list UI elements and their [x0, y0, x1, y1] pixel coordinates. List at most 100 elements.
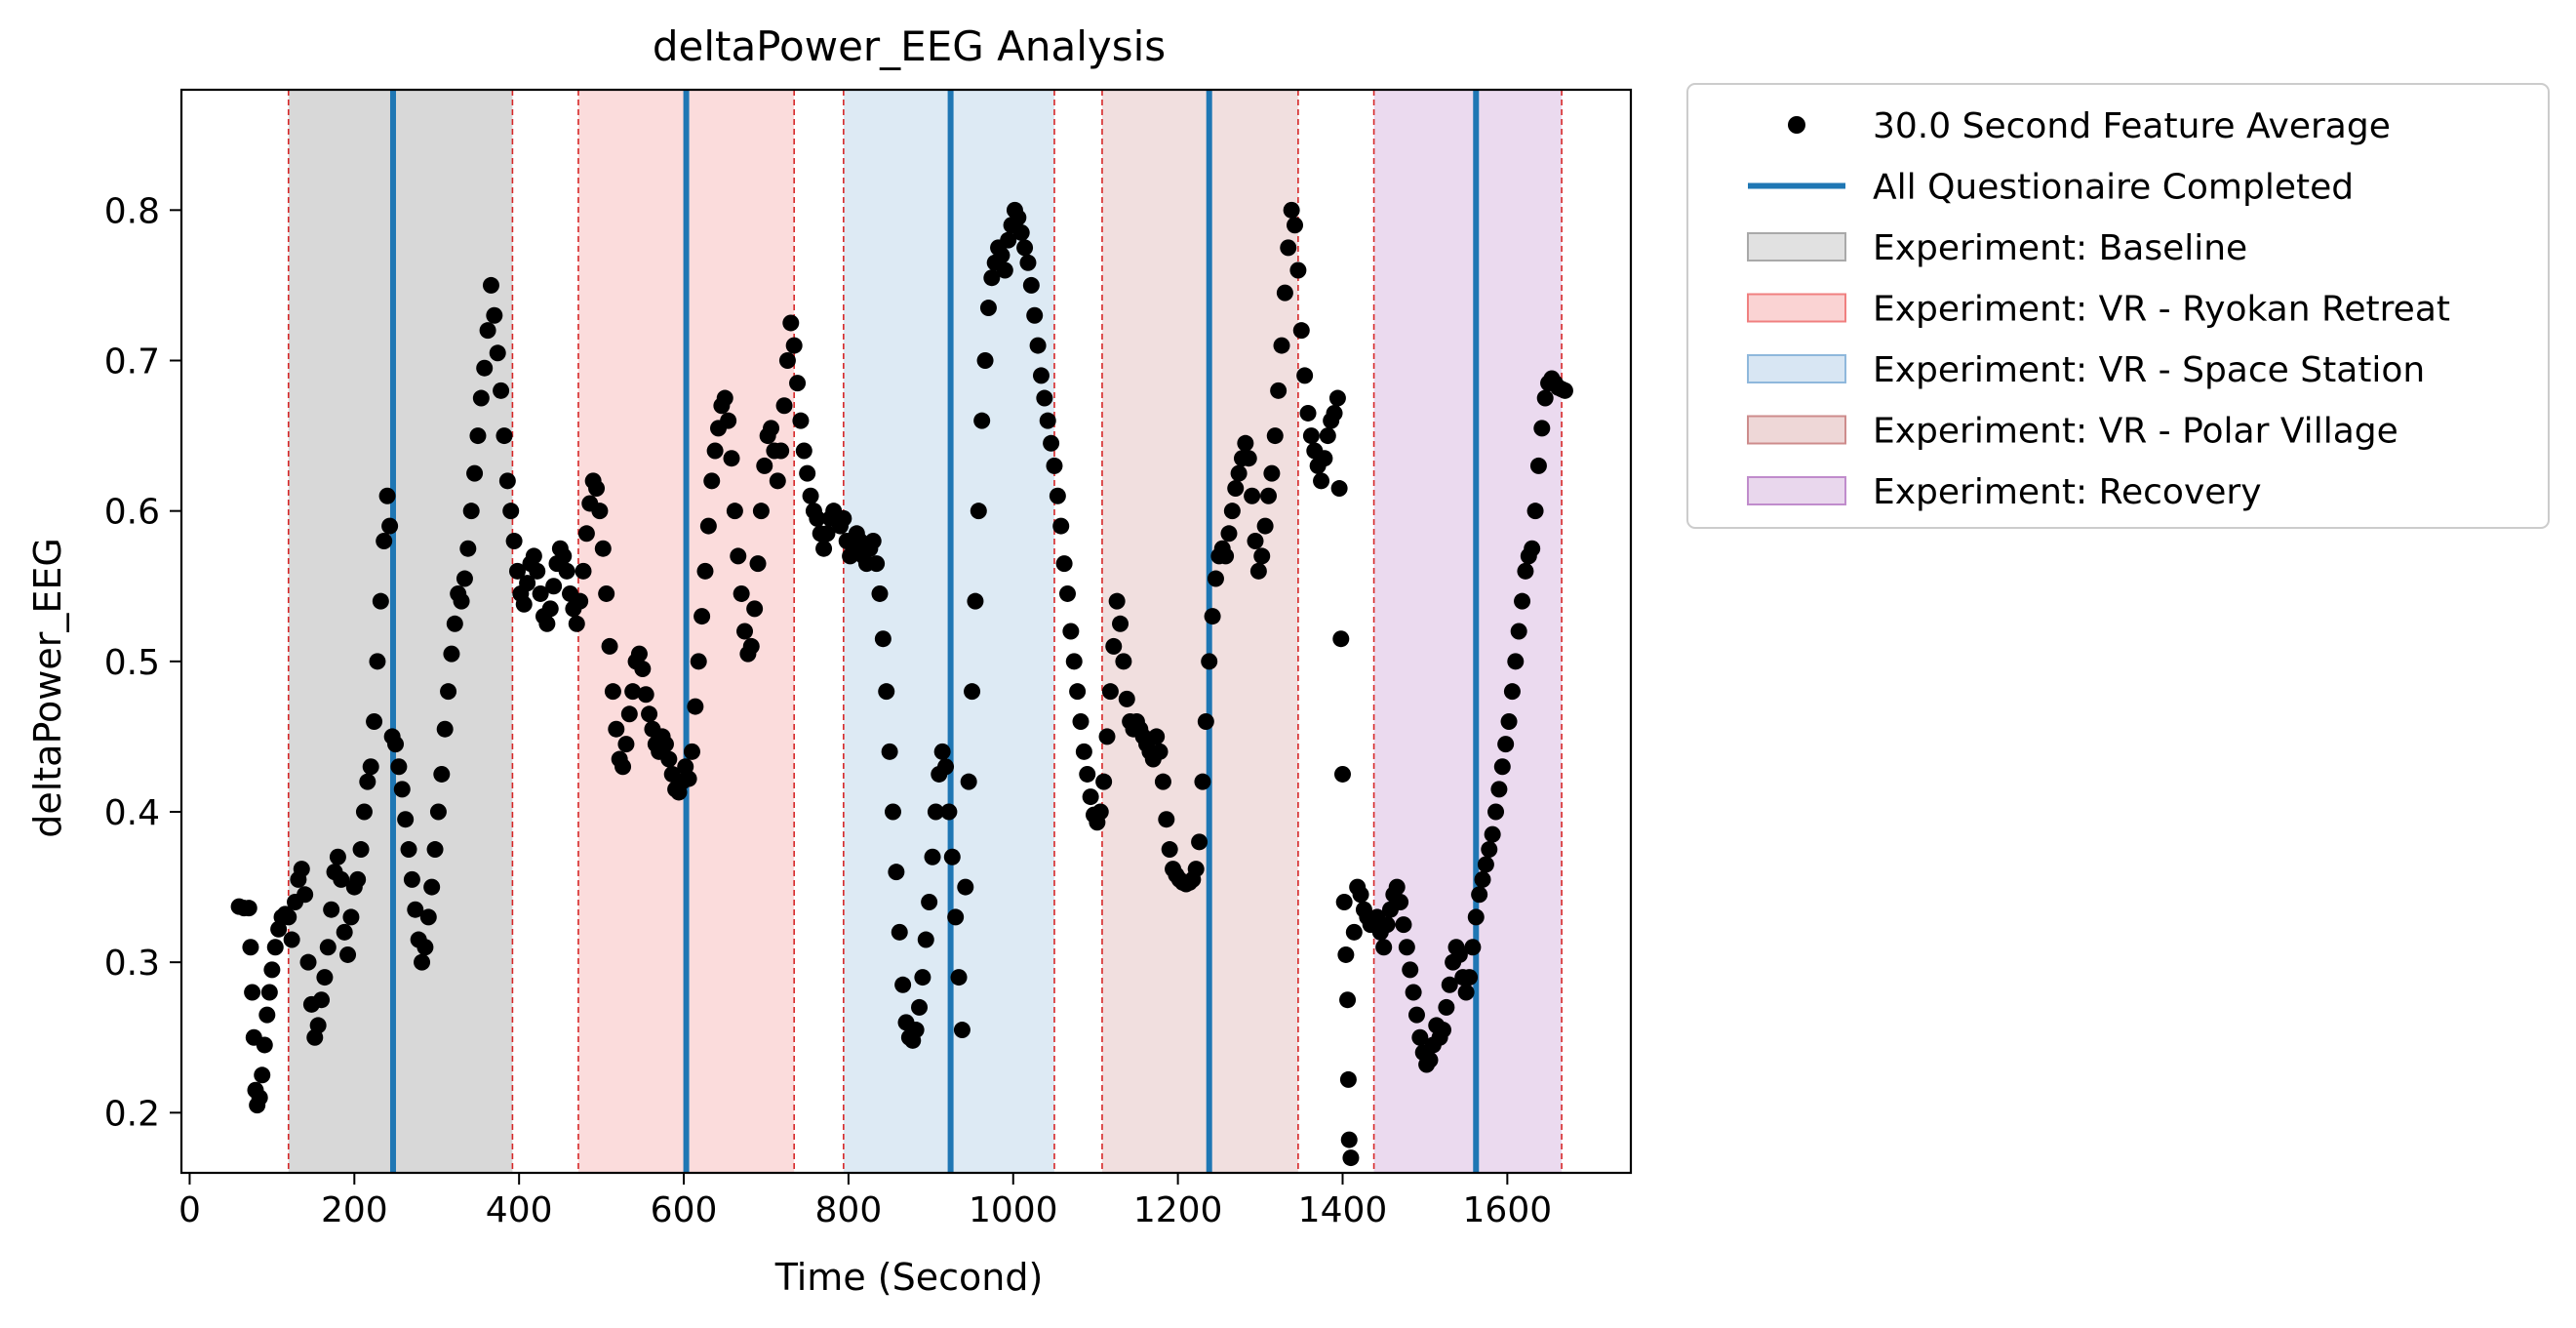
- data-point: [1230, 464, 1248, 482]
- data-point: [1332, 630, 1350, 648]
- data-point: [1536, 389, 1554, 407]
- data-point: [953, 1022, 971, 1039]
- data-point: [778, 352, 796, 369]
- data-point: [1187, 861, 1205, 878]
- data-point: [1191, 833, 1209, 851]
- data-point: [591, 503, 609, 520]
- data-point: [1330, 480, 1348, 498]
- data-point: [608, 720, 625, 738]
- legend-patch: [1747, 232, 1846, 262]
- data-point: [1079, 765, 1096, 783]
- data-point: [1055, 555, 1073, 573]
- data-point: [696, 562, 714, 580]
- data-point: [1533, 420, 1551, 437]
- data-point: [1340, 1131, 1358, 1148]
- data-point: [1112, 615, 1129, 632]
- y-tick-label: 0.3: [104, 944, 160, 984]
- data-point: [1467, 908, 1485, 926]
- data-point: [1477, 856, 1494, 873]
- data-point: [545, 578, 563, 595]
- data-point: [319, 939, 337, 956]
- y-tick-label: 0.4: [104, 793, 160, 833]
- data-point: [964, 683, 981, 701]
- data-point: [1095, 773, 1113, 790]
- data-point: [1378, 916, 1396, 934]
- data-point: [495, 427, 513, 445]
- data-point: [983, 269, 1001, 287]
- y-tick-label: 0.8: [104, 191, 160, 231]
- data-point: [630, 645, 648, 663]
- data-point: [1450, 946, 1468, 963]
- data-point: [568, 615, 585, 632]
- data-point: [387, 736, 405, 753]
- questionnaire-lines: [389, 90, 1480, 1173]
- data-point: [1194, 773, 1211, 790]
- data-point: [1490, 781, 1508, 798]
- data-point: [397, 811, 415, 828]
- data-point: [1337, 946, 1355, 963]
- y-axis-label: deltaPower_EEG: [26, 538, 69, 838]
- data-point: [1270, 382, 1288, 399]
- data-point: [996, 262, 1013, 279]
- data-point: [240, 900, 258, 917]
- data-point: [921, 894, 938, 910]
- data-point: [426, 841, 444, 859]
- data-point: [1098, 728, 1116, 745]
- data-point: [1392, 894, 1409, 910]
- data-point: [1032, 367, 1050, 384]
- data-point: [498, 472, 516, 490]
- data-point: [746, 600, 764, 618]
- data-point: [1115, 653, 1132, 670]
- data-point: [795, 442, 812, 460]
- data-point: [1339, 1070, 1357, 1088]
- legend-patch: [1747, 476, 1846, 505]
- data-point: [594, 540, 612, 557]
- data-point: [703, 472, 721, 490]
- data-point: [1019, 254, 1037, 271]
- data-point: [1493, 758, 1511, 776]
- data-point: [519, 575, 536, 592]
- x-tick-label: 200: [321, 1190, 388, 1230]
- data-point: [339, 946, 357, 963]
- data-point: [538, 615, 556, 632]
- data-point: [1022, 276, 1040, 294]
- data-point: [947, 908, 965, 926]
- y-tick-label: 0.7: [104, 342, 160, 382]
- data-point: [1058, 584, 1076, 602]
- data-point: [769, 472, 786, 490]
- data-point: [1497, 736, 1515, 753]
- data-point: [1069, 683, 1087, 701]
- data-point: [1217, 547, 1235, 565]
- data-point: [970, 503, 987, 520]
- data-point: [617, 736, 635, 753]
- data-point: [1036, 389, 1053, 407]
- data-point: [423, 878, 441, 896]
- data-point: [342, 908, 360, 926]
- data-point: [752, 503, 770, 520]
- data-point: [601, 637, 618, 655]
- data-point: [572, 592, 589, 610]
- data-point: [390, 758, 408, 776]
- data-point: [1287, 217, 1304, 234]
- legend-patch: [1747, 293, 1846, 323]
- data-point: [1398, 939, 1415, 956]
- data-point: [1302, 427, 1320, 445]
- data-point: [809, 509, 826, 527]
- data-point: [730, 547, 747, 565]
- legend-label: Experiment: VR - Polar Village: [1873, 412, 2398, 452]
- data-point: [914, 969, 931, 986]
- data-point: [469, 427, 487, 445]
- data-point: [1249, 562, 1267, 580]
- data-point: [641, 705, 658, 723]
- data-point: [1507, 653, 1525, 670]
- data-point: [1062, 623, 1080, 640]
- data-point: [1260, 487, 1277, 504]
- data-point: [541, 600, 559, 618]
- data-point: [525, 547, 542, 565]
- data-point: [293, 861, 310, 878]
- data-point: [907, 1022, 925, 1039]
- data-point: [614, 758, 632, 776]
- data-point: [917, 931, 934, 948]
- data-point: [1253, 547, 1271, 565]
- data-point: [372, 592, 389, 610]
